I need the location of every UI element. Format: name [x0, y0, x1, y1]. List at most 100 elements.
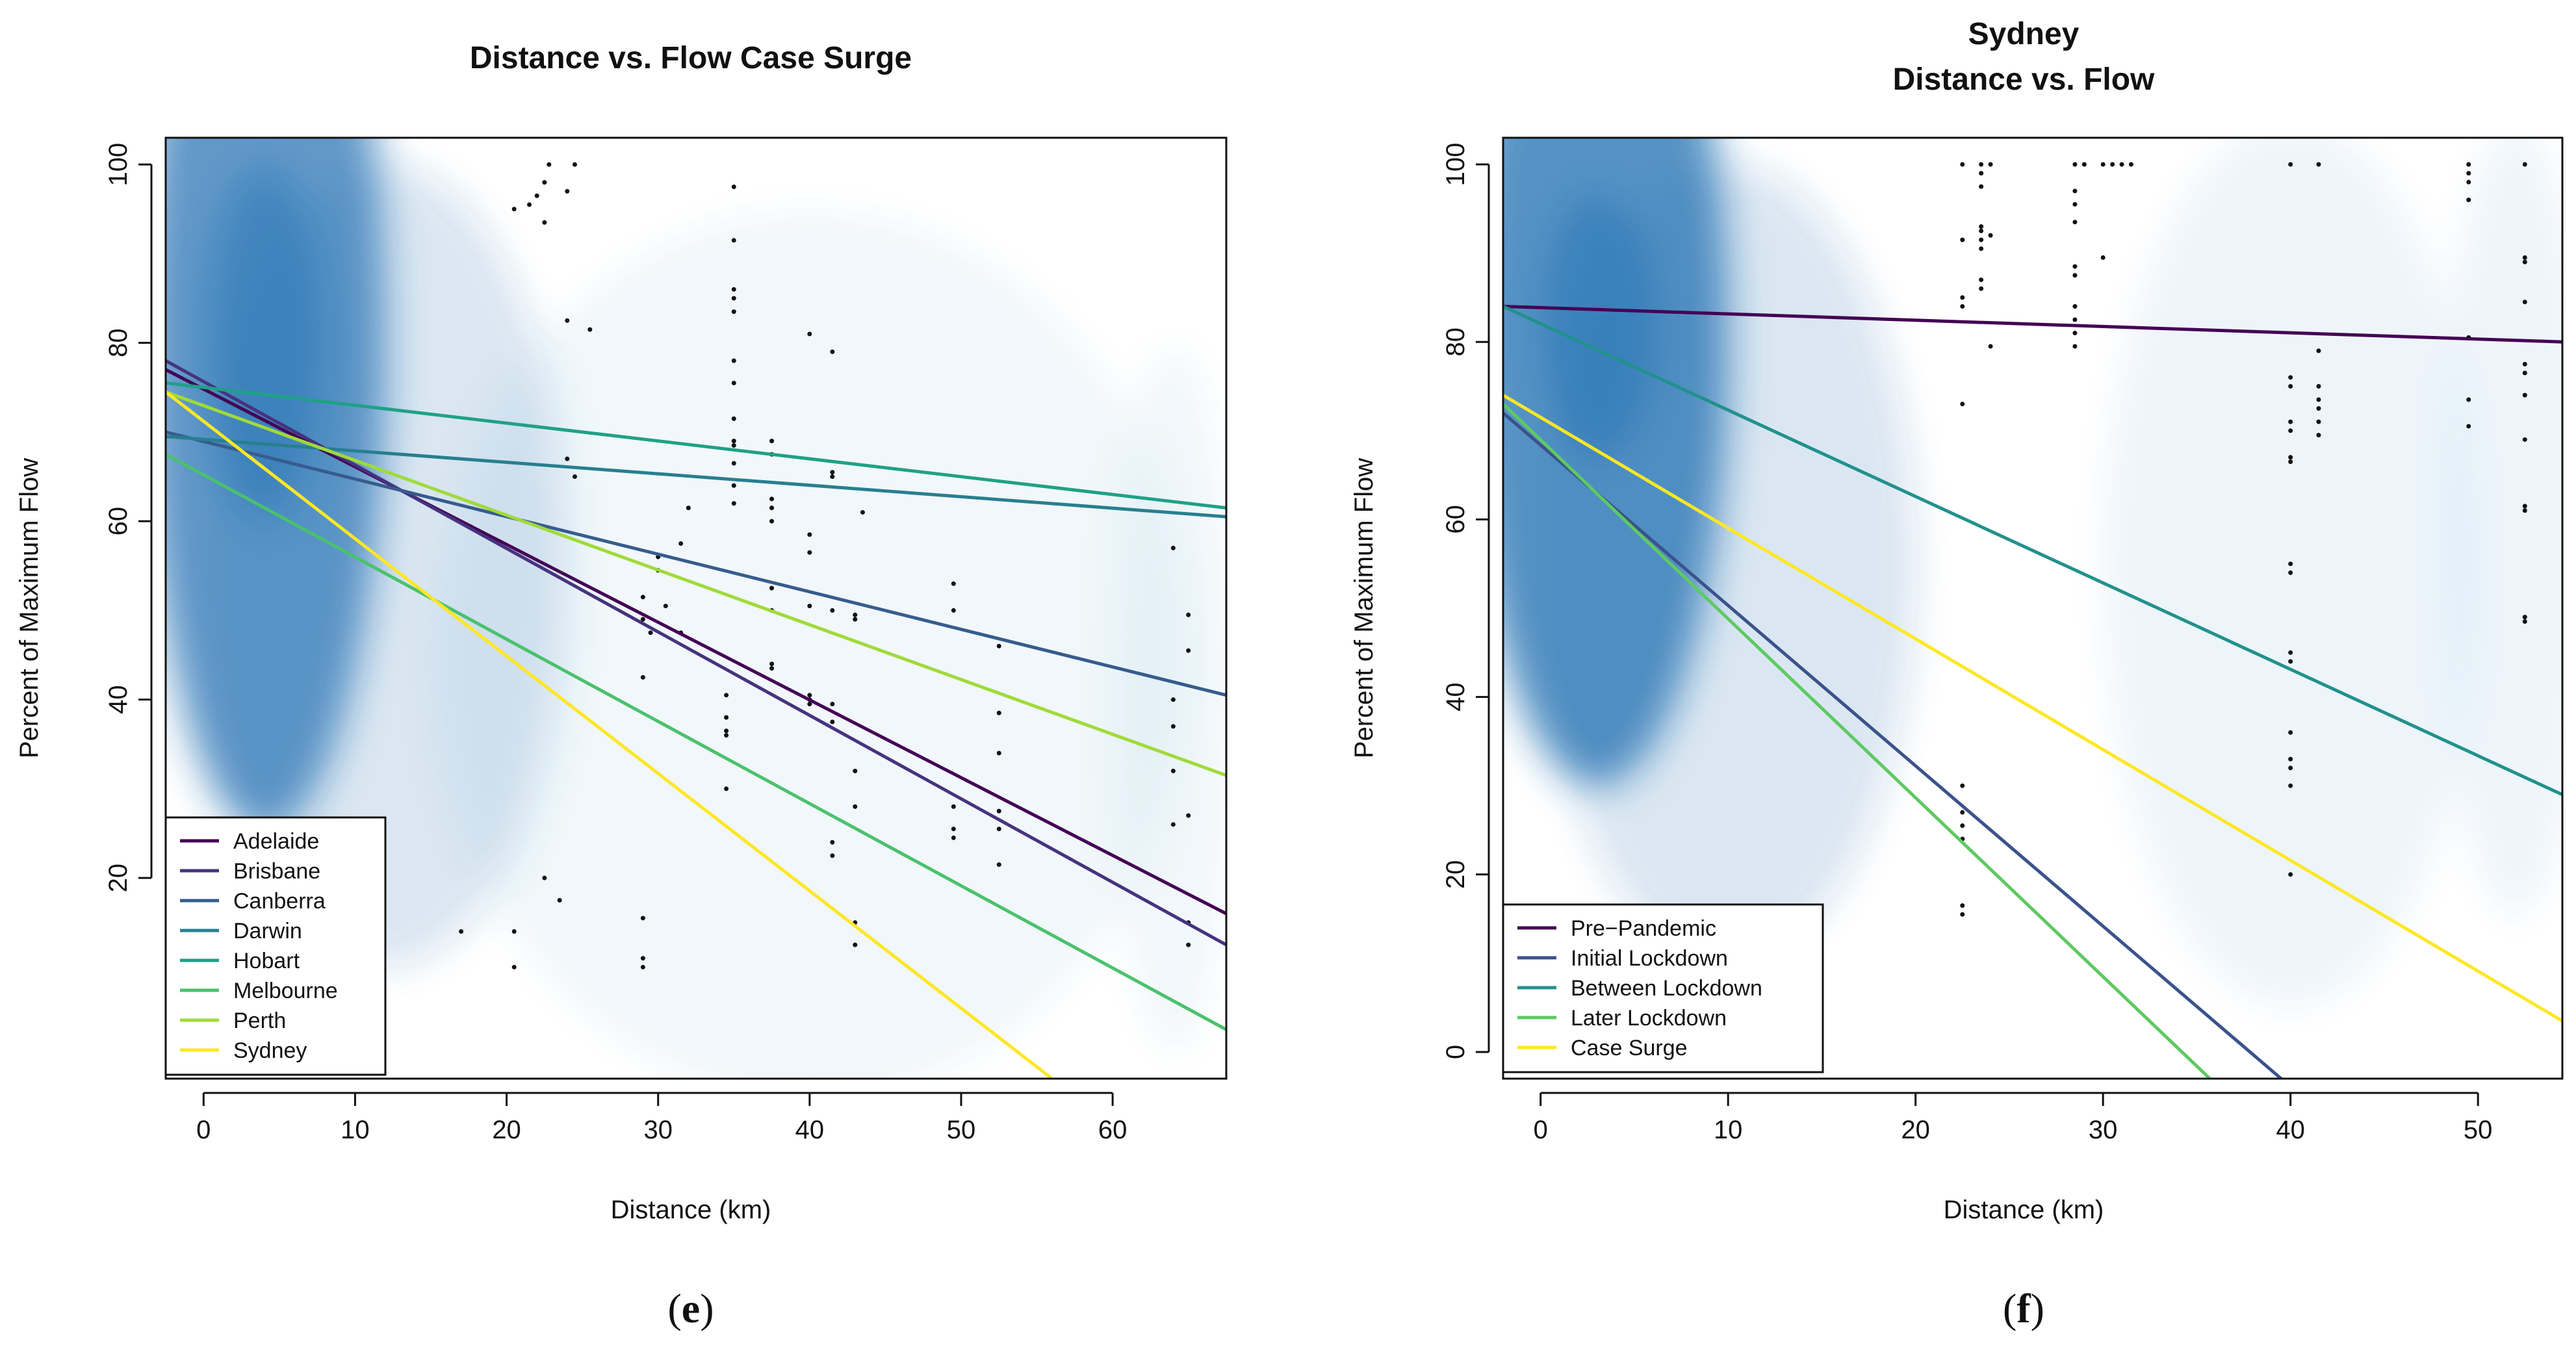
data-point — [2522, 619, 2527, 624]
data-point — [640, 595, 645, 600]
data-point — [2072, 188, 2078, 194]
series-line-hobart — [166, 381, 1226, 510]
data-point — [830, 719, 835, 725]
data-point — [2316, 162, 2321, 167]
data-point — [769, 506, 775, 511]
data-point — [830, 840, 835, 845]
data-point — [2522, 300, 2527, 305]
data-point — [542, 220, 547, 225]
data-point — [769, 666, 775, 671]
data-point — [731, 443, 736, 448]
data-point — [731, 238, 736, 243]
regression-lines — [1503, 305, 2562, 1079]
plot-frame — [164, 136, 1228, 1080]
data-point — [951, 581, 956, 586]
data-point — [853, 617, 858, 622]
data-point — [1988, 233, 1993, 238]
data-point — [1979, 246, 1984, 251]
panel-caption: (f) — [2003, 1285, 2044, 1331]
data-point — [587, 327, 593, 332]
legend-label: Brisbane — [233, 859, 320, 884]
y-tick-label: 60 — [1441, 505, 1470, 534]
data-point — [731, 461, 736, 466]
panel-e: 0 10 20 30 40 50 60 20 40 60 80 100 Distance vs. Fl… — [15, 41, 1228, 1331]
data-point — [2466, 171, 2471, 176]
data-point — [2466, 424, 2471, 429]
data-point — [2522, 162, 2527, 167]
data-point — [1988, 162, 1993, 167]
data-point — [1960, 304, 1965, 309]
data-point — [996, 808, 1001, 814]
series-line-perth — [166, 390, 1226, 777]
series-line-later-lockdown — [1503, 402, 2211, 1079]
data-point — [996, 827, 1001, 832]
data-point — [769, 585, 775, 591]
data-point — [830, 853, 835, 858]
data-point — [1960, 402, 1965, 407]
data-point — [807, 604, 812, 609]
data-point — [2522, 437, 2527, 442]
series-line-pre-pandemic — [1503, 305, 2562, 344]
data-point — [724, 693, 729, 698]
data-point — [2288, 375, 2293, 380]
data-point — [2081, 162, 2087, 167]
y-tick-label: 100 — [104, 143, 133, 186]
x-tick-label: 20 — [492, 1116, 521, 1144]
regression-lines — [166, 359, 1226, 1079]
y-tick-label: 0 — [1441, 1045, 1470, 1059]
data-point — [2522, 615, 2527, 620]
legend-label: Hobart — [233, 949, 300, 973]
density-background — [166, 138, 1226, 1079]
data-point — [1988, 344, 1993, 349]
data-point — [572, 162, 577, 167]
data-point — [1170, 545, 1176, 550]
data-point — [1979, 171, 1984, 176]
data-point — [2110, 162, 2115, 167]
data-point — [565, 318, 570, 323]
x-tick-label: 50 — [2464, 1116, 2493, 1144]
data-point — [807, 702, 812, 707]
legend-label: Canberra — [233, 889, 326, 914]
data-point — [1960, 823, 1965, 828]
x-tick-label: 40 — [2276, 1116, 2305, 1144]
data-point — [807, 693, 812, 698]
x-tick-label: 20 — [1901, 1116, 1930, 1144]
data-point — [2288, 872, 2293, 877]
data-point — [2288, 730, 2293, 735]
data-point — [769, 439, 775, 444]
legend-label: Darwin — [233, 919, 302, 943]
legend-label: Adelaide — [233, 829, 319, 854]
data-point — [1960, 162, 1965, 167]
data-point — [2128, 162, 2133, 167]
data-point — [2288, 765, 2293, 771]
data-point — [640, 674, 645, 680]
series-line-brisbane — [166, 359, 1226, 947]
data-point — [996, 750, 1001, 756]
data-point — [951, 827, 956, 832]
data-point — [2288, 455, 2293, 460]
data-point — [2316, 433, 2321, 438]
y-tick-label: 20 — [1441, 860, 1470, 890]
data-point — [1979, 237, 1984, 242]
data-points — [1960, 162, 2527, 917]
legend-label: Perth — [233, 1008, 286, 1033]
legend-label: Melbourne — [233, 979, 338, 1003]
data-point — [731, 439, 736, 444]
data-point — [1186, 813, 1191, 818]
data-point — [2072, 331, 2078, 336]
series-line-darwin — [166, 435, 1226, 519]
data-point — [1186, 648, 1191, 653]
y-tick-label: 80 — [104, 328, 133, 357]
y-tick-label: 40 — [1441, 682, 1470, 712]
series-line-between-lockdown — [1503, 305, 2562, 797]
data-point — [2522, 392, 2527, 398]
data-point — [648, 630, 653, 635]
data-point — [1979, 277, 1984, 283]
data-point — [2072, 273, 2078, 278]
data-point — [769, 661, 775, 667]
data-point — [830, 608, 835, 613]
data-point — [853, 612, 858, 617]
data-point — [640, 916, 645, 921]
data-point — [731, 287, 736, 292]
plot-frame — [1502, 136, 2564, 1080]
